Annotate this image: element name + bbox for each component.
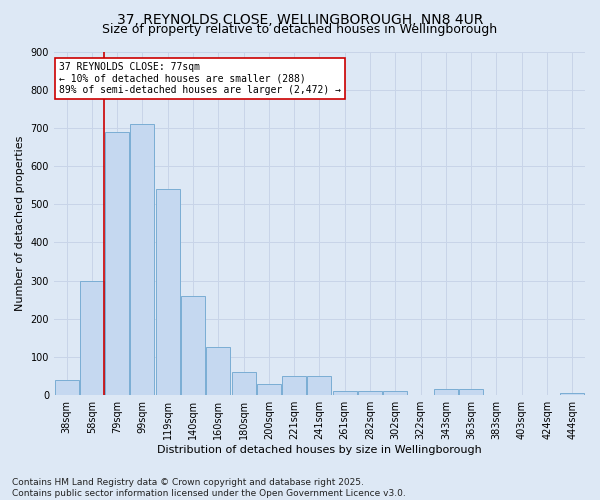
Bar — [333, 392, 357, 395]
Bar — [55, 380, 79, 395]
Bar — [80, 280, 104, 395]
Bar — [232, 372, 256, 395]
Text: 37 REYNOLDS CLOSE: 77sqm
← 10% of detached houses are smaller (288)
89% of semi-: 37 REYNOLDS CLOSE: 77sqm ← 10% of detach… — [59, 62, 341, 95]
Bar — [560, 394, 584, 395]
Bar — [307, 376, 331, 395]
Bar — [434, 390, 458, 395]
Y-axis label: Number of detached properties: Number of detached properties — [15, 136, 25, 311]
X-axis label: Distribution of detached houses by size in Wellingborough: Distribution of detached houses by size … — [157, 445, 482, 455]
Text: 37, REYNOLDS CLOSE, WELLINGBOROUGH, NN8 4UR: 37, REYNOLDS CLOSE, WELLINGBOROUGH, NN8 … — [117, 12, 483, 26]
Text: Size of property relative to detached houses in Wellingborough: Size of property relative to detached ho… — [103, 22, 497, 36]
Bar — [282, 376, 306, 395]
Bar — [459, 390, 483, 395]
Bar — [257, 384, 281, 395]
Bar — [206, 348, 230, 395]
Bar — [130, 124, 154, 395]
Bar — [383, 392, 407, 395]
Text: Contains HM Land Registry data © Crown copyright and database right 2025.
Contai: Contains HM Land Registry data © Crown c… — [12, 478, 406, 498]
Bar — [156, 189, 180, 395]
Bar — [358, 392, 382, 395]
Bar — [105, 132, 129, 395]
Bar — [181, 296, 205, 395]
